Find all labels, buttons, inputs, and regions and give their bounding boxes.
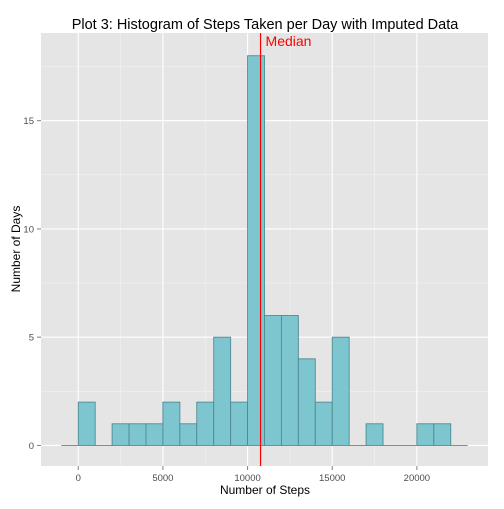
x-tick-label: 0 xyxy=(76,473,81,484)
y-tick-label: 15 xyxy=(23,116,34,127)
x-tick-label: 15000 xyxy=(319,473,345,484)
histogram-bar xyxy=(264,315,282,446)
x-tick-label: 5000 xyxy=(152,473,173,484)
y-axis-title: Number of Days xyxy=(9,206,23,293)
chart-title: Plot 3: Histogram of Steps Taken per Day… xyxy=(72,17,460,33)
x-tick-label: 10000 xyxy=(234,473,260,484)
histogram-bar xyxy=(433,423,452,446)
histogram-bar xyxy=(297,358,316,446)
histogram-bar xyxy=(314,401,333,446)
histogram-bar xyxy=(331,336,350,446)
histogram-bar xyxy=(128,423,147,446)
histogram-bar xyxy=(280,315,299,446)
y-tick-label: 0 xyxy=(29,441,34,452)
histogram-bar xyxy=(179,423,198,446)
median-label: Median xyxy=(266,33,312,49)
x-tick-label: 20000 xyxy=(404,473,430,484)
y-tick-label: 10 xyxy=(23,224,34,235)
histogram-bar xyxy=(111,423,130,446)
histogram-bar xyxy=(162,401,181,446)
histogram-bar xyxy=(365,423,384,446)
histogram-bar xyxy=(247,55,265,446)
histogram-bar xyxy=(213,336,232,446)
histogram-bar xyxy=(77,401,96,446)
median-marker: Median xyxy=(259,33,312,466)
axis-ticks: 0 5000 10000 15000 20000 0 5 10 15 xyxy=(23,116,430,484)
histogram-bar xyxy=(145,423,164,446)
x-axis-title: Number of Steps xyxy=(220,483,310,497)
y-tick-label: 5 xyxy=(29,333,34,344)
histogram-bar xyxy=(196,401,215,446)
histogram-bar xyxy=(416,423,435,446)
histogram-bar xyxy=(230,401,249,446)
